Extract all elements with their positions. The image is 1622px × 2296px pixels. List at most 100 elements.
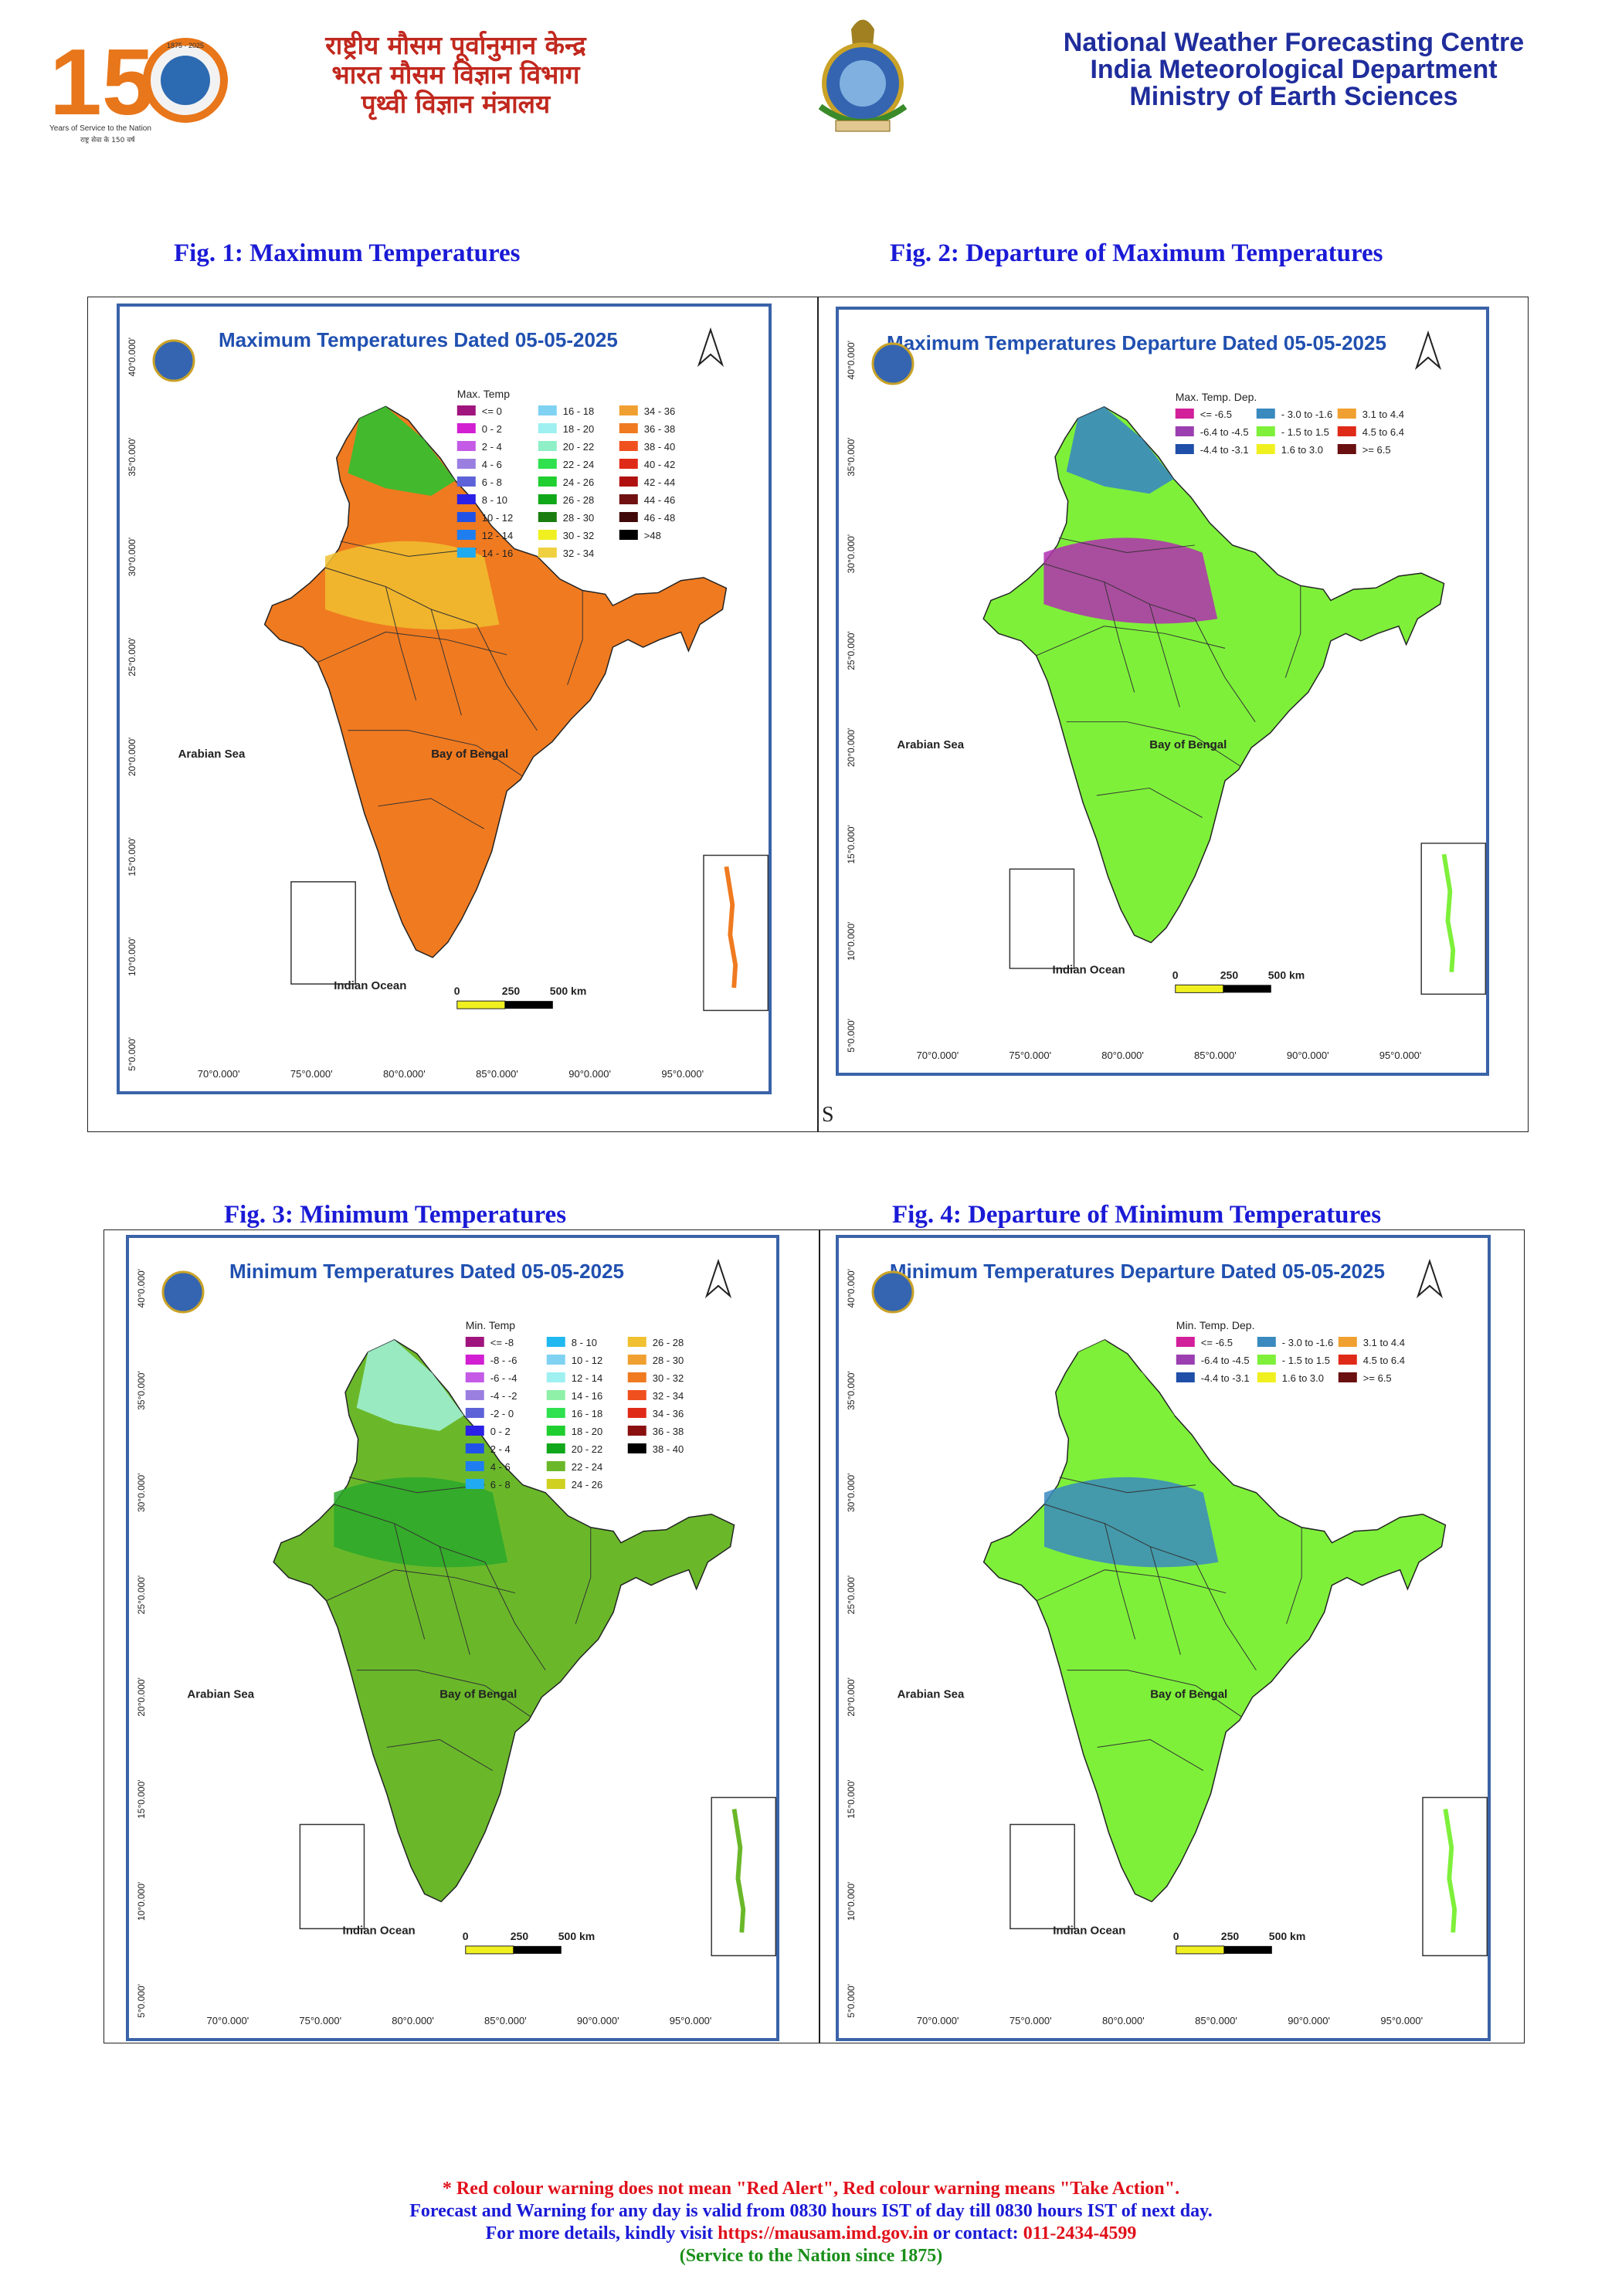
legend-label: - 1.5 to 1.5 (1282, 1355, 1330, 1366)
scale-bar-segment (456, 1000, 506, 1009)
legend-title: Min. Temp. Dep. (1176, 1319, 1255, 1331)
legend-label: <= -8 (490, 1337, 514, 1348)
north-arrow-icon (1414, 330, 1442, 371)
longitude-tick-label: 75°0.000' (1010, 2015, 1052, 2026)
latitude-tick-label: 20°0.000' (846, 1677, 857, 1716)
legend-swatch (1337, 409, 1356, 419)
legend-swatch (1175, 444, 1194, 454)
india-landmass (982, 1339, 1447, 1903)
legend-swatch (538, 459, 557, 469)
latitude-tick-label: 30°0.000' (136, 1474, 147, 1512)
footer-service-note: (Service to the Nation since 1875) (679, 2246, 943, 2266)
legend-swatch (538, 494, 557, 504)
legend-swatch (619, 405, 638, 415)
scale-tick-label: 250 (511, 1930, 529, 1942)
legend-label: 4.5 to 6.4 (1362, 426, 1404, 438)
legend-label: 1.6 to 3.0 (1281, 444, 1323, 456)
legend-swatch (546, 1355, 565, 1365)
state-boundary (1059, 1477, 1196, 1494)
legend-swatch (465, 1337, 484, 1347)
legend-label: 36 - 38 (644, 423, 675, 435)
map-panel: Maximum Temperatures Departure Dated 05-… (836, 307, 1489, 1076)
state-boundary (340, 541, 477, 557)
figure-frame-bottom (103, 1229, 1525, 2043)
legend-label: 6 - 8 (482, 476, 502, 488)
legend-swatch (1257, 1355, 1276, 1365)
map-svg: Maximum Temperatures Departure Dated 05-… (846, 330, 1486, 1061)
longitude-tick-label: 95°0.000' (661, 1068, 704, 1080)
latitude-tick-label: 10°0.000' (127, 938, 137, 976)
legend-swatch (538, 405, 557, 415)
legend-label: 4.5 to 6.4 (1363, 1355, 1405, 1366)
legend-swatch (619, 494, 638, 504)
indian-ocean-label: Indian Ocean (334, 979, 406, 992)
jammu-kashmir-region (348, 406, 456, 496)
longitude-tick-label: 70°0.000' (198, 1068, 240, 1080)
imd-emblem-icon (871, 1270, 914, 1314)
legend-label: 3.1 to 4.4 (1362, 409, 1404, 420)
state-boundary (334, 1504, 486, 1563)
svg-text:1875 - 2025: 1875 - 2025 (167, 42, 204, 49)
legend-label: -6 - -4 (490, 1372, 517, 1384)
longitude-tick-label: 90°0.000' (1288, 2015, 1330, 2026)
legend-swatch (465, 1390, 484, 1400)
latitude-tick-label: 10°0.000' (136, 1882, 147, 1921)
legend-label: - 1.5 to 1.5 (1281, 426, 1329, 438)
legend-swatch (456, 548, 476, 558)
legend-swatch (619, 423, 638, 433)
figure-caption-3: Fig. 3: Minimum Temperatures (224, 1201, 567, 1229)
imd-emblem-icon (871, 342, 914, 385)
state-boundary (439, 1546, 470, 1655)
scale-tick-label: 250 (1220, 968, 1239, 981)
state-boundary (1104, 582, 1135, 693)
longitude-tick-label: 80°0.000' (383, 1068, 426, 1080)
legend-label: 44 - 46 (644, 494, 675, 506)
legend-label: 20 - 22 (572, 1443, 602, 1455)
stray-letter: S (822, 1103, 834, 1127)
hindi-org-name: राष्ट्रीय मौसम पूर्वानुमान केन्द्र भारत … (255, 31, 657, 119)
latitude-tick-label: 35°0.000' (846, 1371, 857, 1409)
legend-title: Max. Temp. Dep. (1176, 391, 1257, 403)
legend-label: <= 0 (482, 405, 502, 417)
indian-ocean-label: Indian Ocean (343, 1924, 416, 1937)
legend-swatch (1176, 1355, 1195, 1365)
north-india-region (1043, 538, 1218, 624)
legend-swatch (538, 530, 557, 540)
legend-swatch (619, 512, 638, 522)
legend-swatch (1338, 1372, 1357, 1382)
legend-swatch (619, 459, 638, 469)
imd-150-years-logo: 150 1875 - 2025 Years of Service to the … (49, 29, 228, 144)
legend-label: -6.4 to -4.5 (1200, 426, 1249, 438)
legend-label: 3.1 to 4.4 (1363, 1337, 1405, 1348)
legend-swatch (1256, 444, 1275, 454)
figure-divider-top (817, 297, 819, 1132)
longitude-tick-label: 85°0.000' (1195, 2015, 1237, 2026)
legend-swatch (1337, 444, 1356, 454)
legend-label: 4 - 6 (482, 459, 502, 470)
latitude-tick-label: 15°0.000' (136, 1779, 147, 1818)
india-landmass (273, 1339, 735, 1903)
legend-label: - 3.0 to -1.6 (1282, 1337, 1333, 1348)
website-link[interactable]: https://mausam.imd.gov.in (718, 2223, 928, 2243)
legend-label: 20 - 22 (563, 441, 594, 453)
state-boundary (326, 1569, 516, 1602)
state-boundary (1043, 563, 1196, 619)
hindi-line: राष्ट्रीय मौसम पूर्वानुमान केन्द्र (325, 30, 586, 60)
legend-label: 32 - 34 (563, 548, 594, 559)
andaman-islands (1443, 1809, 1457, 1933)
legend-swatch (619, 530, 638, 540)
india-map (263, 405, 769, 1012)
imd-emblem-icon (161, 1270, 205, 1314)
map-title: Minimum Temperatures Dated 05-05-2025 (229, 1260, 624, 1283)
legend-swatch (1337, 426, 1356, 436)
longitude-tick-label: 85°0.000' (484, 2015, 527, 2026)
latitude-tick-label: 25°0.000' (846, 631, 857, 670)
lakshadweep-inset (290, 881, 356, 985)
jammu-kashmir-region (1066, 406, 1174, 494)
legend-title: Min. Temp (466, 1319, 516, 1331)
legend-label: 26 - 28 (563, 494, 594, 506)
state-boundary (356, 1670, 531, 1717)
state-boundary (1195, 1562, 1257, 1670)
scale-tick-label: 250 (1221, 1930, 1240, 1942)
legend-swatch (456, 512, 476, 522)
